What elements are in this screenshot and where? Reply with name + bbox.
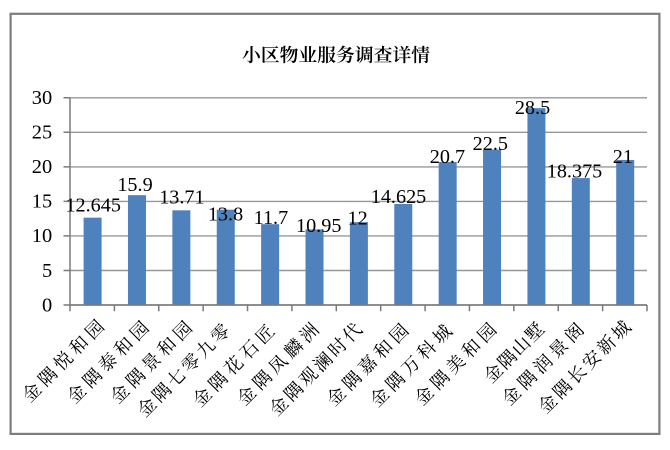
svg-text:11.7: 11.7 xyxy=(254,207,289,229)
svg-text:15.9: 15.9 xyxy=(117,174,152,196)
svg-text:14.625: 14.625 xyxy=(371,186,427,208)
svg-text:18.375: 18.375 xyxy=(547,161,603,183)
svg-text:13.71: 13.71 xyxy=(159,187,204,209)
svg-text:21: 21 xyxy=(613,146,633,168)
svg-text:22.5: 22.5 xyxy=(473,133,508,155)
svg-text:25: 25 xyxy=(32,122,52,144)
svg-text:10.95: 10.95 xyxy=(296,215,341,237)
svg-text:15: 15 xyxy=(32,191,52,213)
svg-text:20.7: 20.7 xyxy=(430,146,465,168)
svg-text:30: 30 xyxy=(32,87,52,109)
svg-text:28.5: 28.5 xyxy=(515,97,550,119)
svg-text:12.645: 12.645 xyxy=(65,195,121,217)
svg-text:5: 5 xyxy=(42,260,52,282)
svg-text:12: 12 xyxy=(348,208,368,230)
svg-text:10: 10 xyxy=(32,225,52,247)
svg-text:13.8: 13.8 xyxy=(208,203,243,225)
svg-text:20: 20 xyxy=(32,156,52,178)
svg-text:0: 0 xyxy=(42,294,52,316)
